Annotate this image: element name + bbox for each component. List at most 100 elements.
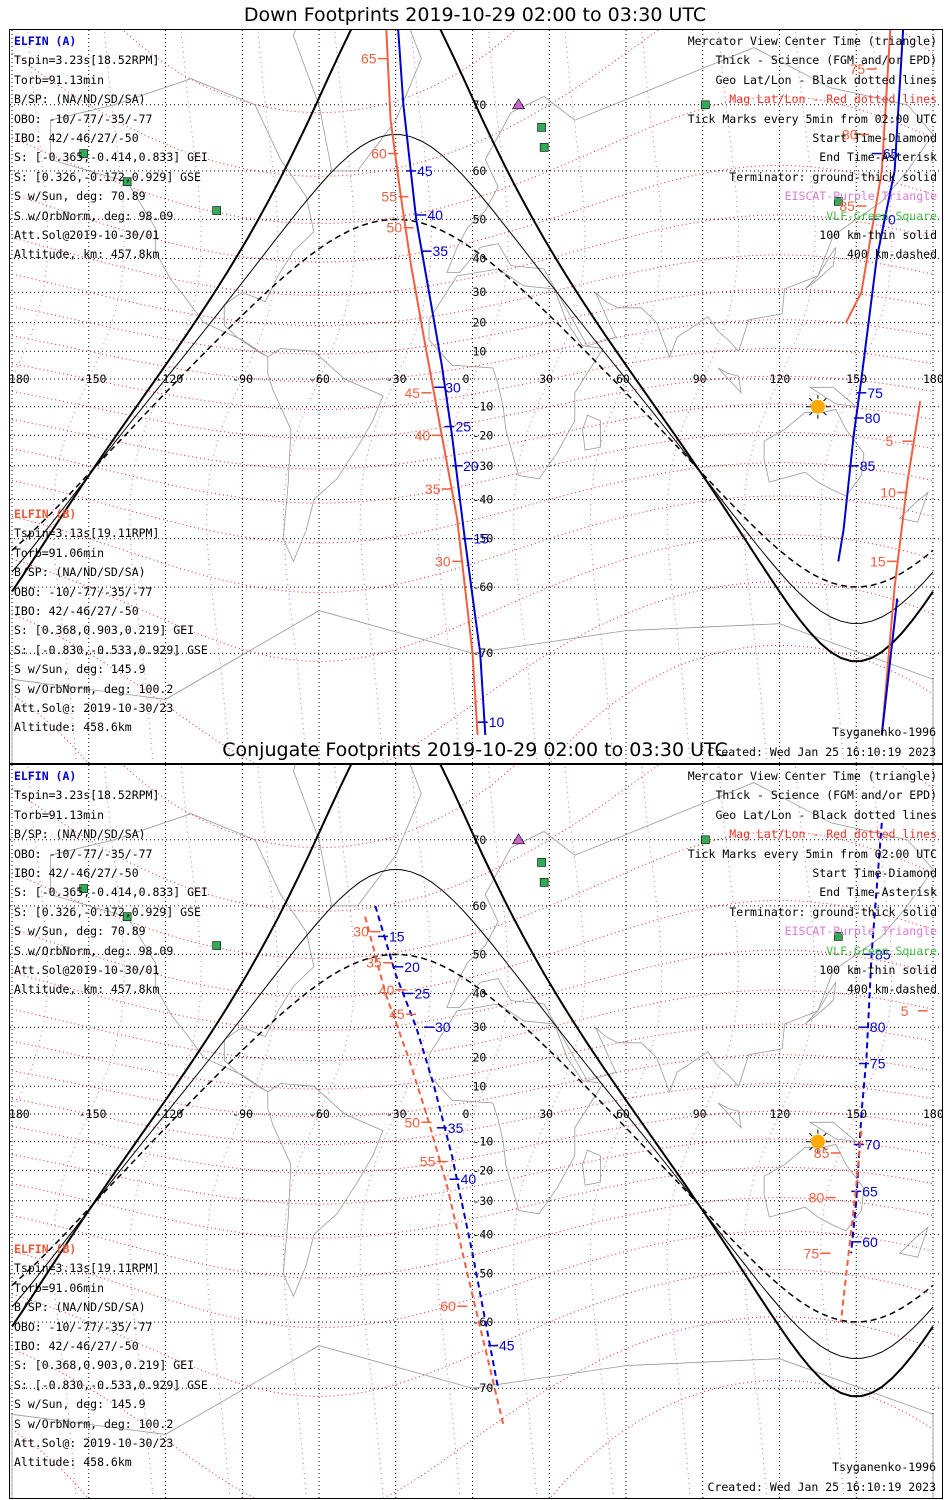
track-time-label: 25 [455, 419, 471, 435]
sun-ray [809, 397, 813, 402]
track-time-label: 20 [463, 458, 479, 474]
elfin-a-info: ELFIN (A) Tspin=3.23s[18.52RPM] Torb=91.… [14, 767, 208, 1000]
continent-outline [292, 30, 422, 172]
legend-line: Mag Lat/Lon - Red dotted lines [729, 92, 937, 107]
elfin-a-line: S: [0.326,-0.172,0.929] GSE [14, 904, 201, 919]
lon-tick-label: 150 [846, 1107, 867, 1121]
lat-tick-label: -10 [473, 1135, 494, 1149]
continent-outline [898, 1226, 929, 1258]
vlf-square [701, 835, 710, 845]
down-footprints-panel: -180-150-120-90-60-300306090120150180706… [9, 29, 943, 764]
elfin-b-line: IBO: 42/-46/27/-50 [14, 604, 139, 619]
continent-outline [808, 1121, 858, 1143]
terminator-ground [11, 30, 934, 663]
mag-meridian [743, 30, 816, 763]
vlf-square [212, 941, 221, 950]
elfin-b-line: S w/OrbNorm, deg: 100.2 [14, 1416, 174, 1431]
mag-meridian [206, 765, 279, 1498]
continent-outline [582, 414, 601, 451]
terminator-100km [11, 134, 934, 624]
elfin-a-line: OBO: -10/-77/-35/-77 [14, 111, 153, 126]
elfin-b-line: S: [0.368,0.903,0.219] GEI [14, 623, 195, 638]
track-time-label: 65 [361, 51, 377, 67]
track-time-label: 20 [404, 959, 420, 975]
elfin-a-info: ELFIN (A) Tspin=3.23s[18.52RPM] Torb=91.… [14, 32, 208, 265]
track-time-label: 50 [404, 1114, 420, 1130]
lon-tick-label: -90 [232, 372, 253, 386]
mag-parallel [11, 164, 934, 263]
created-label: Created: Wed Jan 25 16:10:19 2023 [707, 745, 936, 759]
sun-ray [823, 1147, 827, 1151]
vlf-square [122, 912, 132, 921]
lon-tick-label: -120 [156, 372, 184, 386]
legend-line: Mercator View Center Time (triangle) [687, 769, 937, 783]
mag-parallel [11, 644, 934, 763]
elfin-a-line: S: [-0.365,-0.414,0.833] GEI [14, 150, 208, 165]
elfin-a-header: ELFIN (A) [14, 769, 77, 783]
down-title: Down Footprints 2019-10-29 02:00 to 03:3… [243, 4, 707, 26]
mag-parallel [11, 1230, 934, 1329]
mag-meridian [129, 765, 202, 1498]
continent-outline [50, 78, 315, 358]
elfin-b-track [364, 916, 505, 1425]
vlf-square [537, 123, 546, 132]
track-time-label: 45 [417, 163, 433, 179]
vlf-square [834, 197, 843, 206]
vlf-square [539, 143, 549, 152]
lon-tick-label: -60 [309, 372, 330, 386]
track-time-label: 10 [489, 714, 505, 730]
elfin-a-track-south [880, 598, 899, 736]
track-time-label: 15 [389, 928, 405, 944]
continent-outline [808, 386, 858, 408]
track-time-label: 35 [366, 955, 382, 971]
track-time-label: 75 [804, 1245, 820, 1261]
track-time-label: 75 [870, 1056, 886, 1072]
mag-parallel [11, 1379, 934, 1498]
lon-tick-label: 30 [539, 372, 553, 386]
conj-title: Conjugate Footprints 2019-10-29 02:00 to… [222, 739, 728, 761]
sun-icon [810, 1134, 825, 1149]
elfin-b-line: Altitude: 458.6km [14, 1455, 132, 1470]
terminator-100km [11, 869, 934, 1359]
elfin-a-line: IBO: 42/-46/27/-50 [14, 866, 139, 881]
mag-parallel [11, 1110, 934, 1174]
track-time-label: 5 [885, 433, 893, 449]
legend-line: VLF-Green Square [826, 943, 937, 958]
mag-meridian [52, 765, 125, 1498]
track-time-label: 45 [404, 385, 420, 401]
track-time-label: 25 [415, 985, 431, 1001]
lon-tick-label: -60 [309, 1107, 330, 1121]
track-time-label: 45 [499, 1338, 515, 1354]
elfin-a-line: S: [-0.365,-0.414,0.833] GEI [14, 885, 208, 900]
legend-line: EISCAT-Purple Triangle [784, 924, 937, 939]
continent-outline [267, 348, 384, 563]
mag-parallel [11, 347, 934, 411]
elfin-b-line: B/SP: (NA/ND/SD/SA) [14, 565, 146, 580]
lon-tick-label: -150 [79, 372, 107, 386]
legend: Mercator View Center Time (triangle) Thi… [688, 32, 937, 265]
continent-outline [898, 491, 929, 523]
lon-tick-label: 90 [693, 1107, 707, 1121]
mag-meridian [513, 30, 586, 763]
lon-tick-label: -150 [79, 1107, 107, 1121]
mag-meridian [513, 765, 586, 1498]
track-time-label: 70 [880, 211, 896, 227]
elfin-b-line: S w/Sun, deg: 145.9 [14, 1397, 146, 1412]
track-time-label: 15 [870, 553, 886, 569]
elfin-a-line: S w/OrbNorm, deg: 98.09 [14, 943, 174, 958]
elfin-b-line: IBO: 42/-46/27/-50 [14, 1339, 139, 1354]
mag-meridian [743, 765, 816, 1498]
mag-meridian [282, 765, 356, 1498]
legend-line: 100 km-thin solid [819, 228, 937, 243]
sun-ray [823, 412, 827, 416]
legend-line: Terminator: ground-thick solid [729, 904, 937, 919]
mag-parallel [11, 1082, 934, 1146]
terminator-400km [11, 218, 934, 588]
legend-line: Geo Lat/Lon - Black dotted lines [715, 72, 937, 87]
mag-parallel [11, 1023, 934, 1090]
continent-outline [582, 1149, 601, 1186]
track-time-label: 5 [901, 1003, 909, 1019]
elfin-a-track-east [837, 30, 905, 562]
mag-parallel [11, 403, 934, 470]
lat-tick-label: -60 [473, 580, 494, 594]
